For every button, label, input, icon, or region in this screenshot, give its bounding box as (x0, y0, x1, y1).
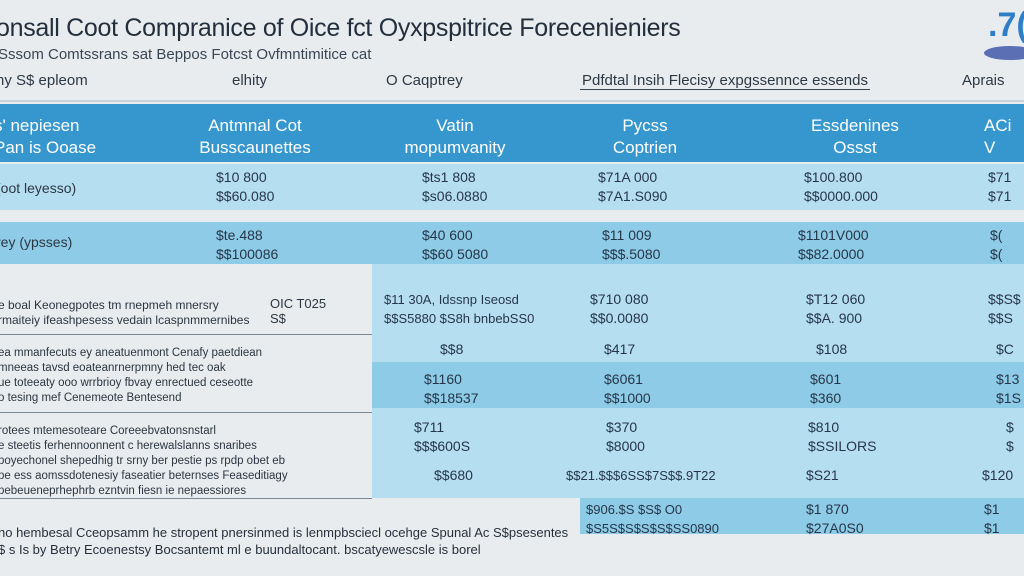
table-cell: $906.$S $S$ O0 $S5S$S$S$S$SS0890 (586, 502, 719, 536)
table-cell: $S21 (806, 467, 839, 483)
table-row (0, 222, 1024, 264)
table-row (580, 498, 1024, 534)
row-label: (oot leyesso) (0, 180, 77, 196)
page-title: onsall Coot Compranice of Oice fct Oyxps… (0, 14, 681, 42)
table-cell: $120 (982, 467, 1014, 483)
table-cell: $11 30A, Idssnp Iseosd $$S5880 $S8h bnbeb… (384, 292, 535, 326)
row-divider (0, 498, 372, 499)
table-cell: $$21.$$$6SS$7S$$.9T22 (566, 468, 716, 483)
table-cell: $$8 (440, 341, 464, 357)
column-header-5: Essdenines Ossst (811, 116, 899, 157)
table-row (372, 408, 1024, 498)
brand-logo: .7( (984, 6, 1024, 62)
table-row (372, 264, 1024, 362)
tab-filter-5[interactable]: Aprais (962, 72, 1005, 89)
footer-note: ho hembesal Cceopsamm he stropent pnersi… (0, 525, 569, 557)
table-row (372, 362, 1024, 408)
column-header-4: Pycss Coptrien (612, 116, 678, 157)
table-cell: $1 870 $27A0S0 (806, 501, 864, 536)
table-cell: $370 $8000 (606, 419, 645, 454)
logo-swoosh-icon (984, 46, 1024, 60)
table-row (0, 164, 1024, 210)
row-tag: OIC T025 S$ (270, 296, 327, 326)
table-cell: $$680 (434, 467, 473, 483)
table-cell: $10 800 $$60.080 (216, 169, 275, 204)
table-cell: $71A 000 $7A1.S090 (598, 169, 668, 204)
row-divider (0, 412, 372, 413)
row-label: rey (ypsses) (0, 234, 73, 250)
row-label: rotees mtemesoteare Coreeebvatonsnstarl e… (0, 425, 288, 497)
table-cell: $417 (604, 341, 636, 357)
table-cell: $C (996, 341, 1014, 357)
brand-logo-text: .7( (988, 6, 1024, 44)
table-cell: $ $ (1006, 419, 1014, 454)
table-cell: $71 $71 (988, 169, 1012, 204)
table-cell: $te.488 $$100086 (216, 227, 279, 262)
row-label: e boal Keonegpotes tm rnepmeh mnersry rma… (0, 298, 250, 327)
table-cell: $810 $SSILORS (808, 419, 877, 454)
row-divider (0, 334, 372, 335)
table-cell: $13 $1S (996, 371, 1021, 406)
table-cell: $$S$ $$S (988, 291, 1021, 326)
table-cell: $1 $1 (984, 501, 1000, 536)
column-header-1: s' nepiesen Pan is Ooase (0, 116, 97, 157)
table-cell: $ts1 808 $s06.0880 (422, 169, 488, 204)
header-divider (0, 100, 1024, 102)
row-label: ea mmanfecuts ey aneatuenmont Cenafy pae… (0, 347, 263, 404)
tab-filter-4[interactable]: Pdfdtal Insih Flecisy expgssennce essend… (580, 72, 870, 90)
tab-filter-1[interactable]: hy S$ epleom (0, 72, 88, 89)
table-cell: $710 080 $$0.0080 (590, 291, 649, 326)
table-cell: $100.800 $$0000.000 (804, 169, 878, 204)
table-cell: $6061 $$1000 (604, 371, 651, 406)
column-header-2: Antmnal Cot Busscaunettes (199, 116, 311, 157)
column-header-3: Vatin mopumvanity (404, 116, 506, 157)
table-cell: $($( (990, 227, 1003, 262)
page-subtitle: Sssom Comtssrans sat Beppos Fotcst Ovfmn… (0, 46, 372, 63)
tab-filter-3[interactable]: O Caqptrey (386, 72, 463, 89)
tab-filter-2[interactable]: elhity (232, 72, 268, 89)
table-cell: $40 600 $$60 5080 (422, 227, 489, 262)
table-cell: $108 (816, 341, 848, 357)
table-cell: $1160 $$18537 (424, 371, 479, 406)
table-cell: $11 009 $$$.5080 (602, 227, 661, 262)
column-header-6: ACi V (984, 116, 1012, 157)
table-header (0, 104, 1024, 162)
table-cell: $711 $$$600S (414, 419, 471, 454)
table-cell: $601 $360 (810, 371, 842, 406)
table-cell: $T12 060 $$A. 900 (806, 291, 866, 326)
table-cell: $1101V000 $$82.0000 (798, 227, 869, 262)
